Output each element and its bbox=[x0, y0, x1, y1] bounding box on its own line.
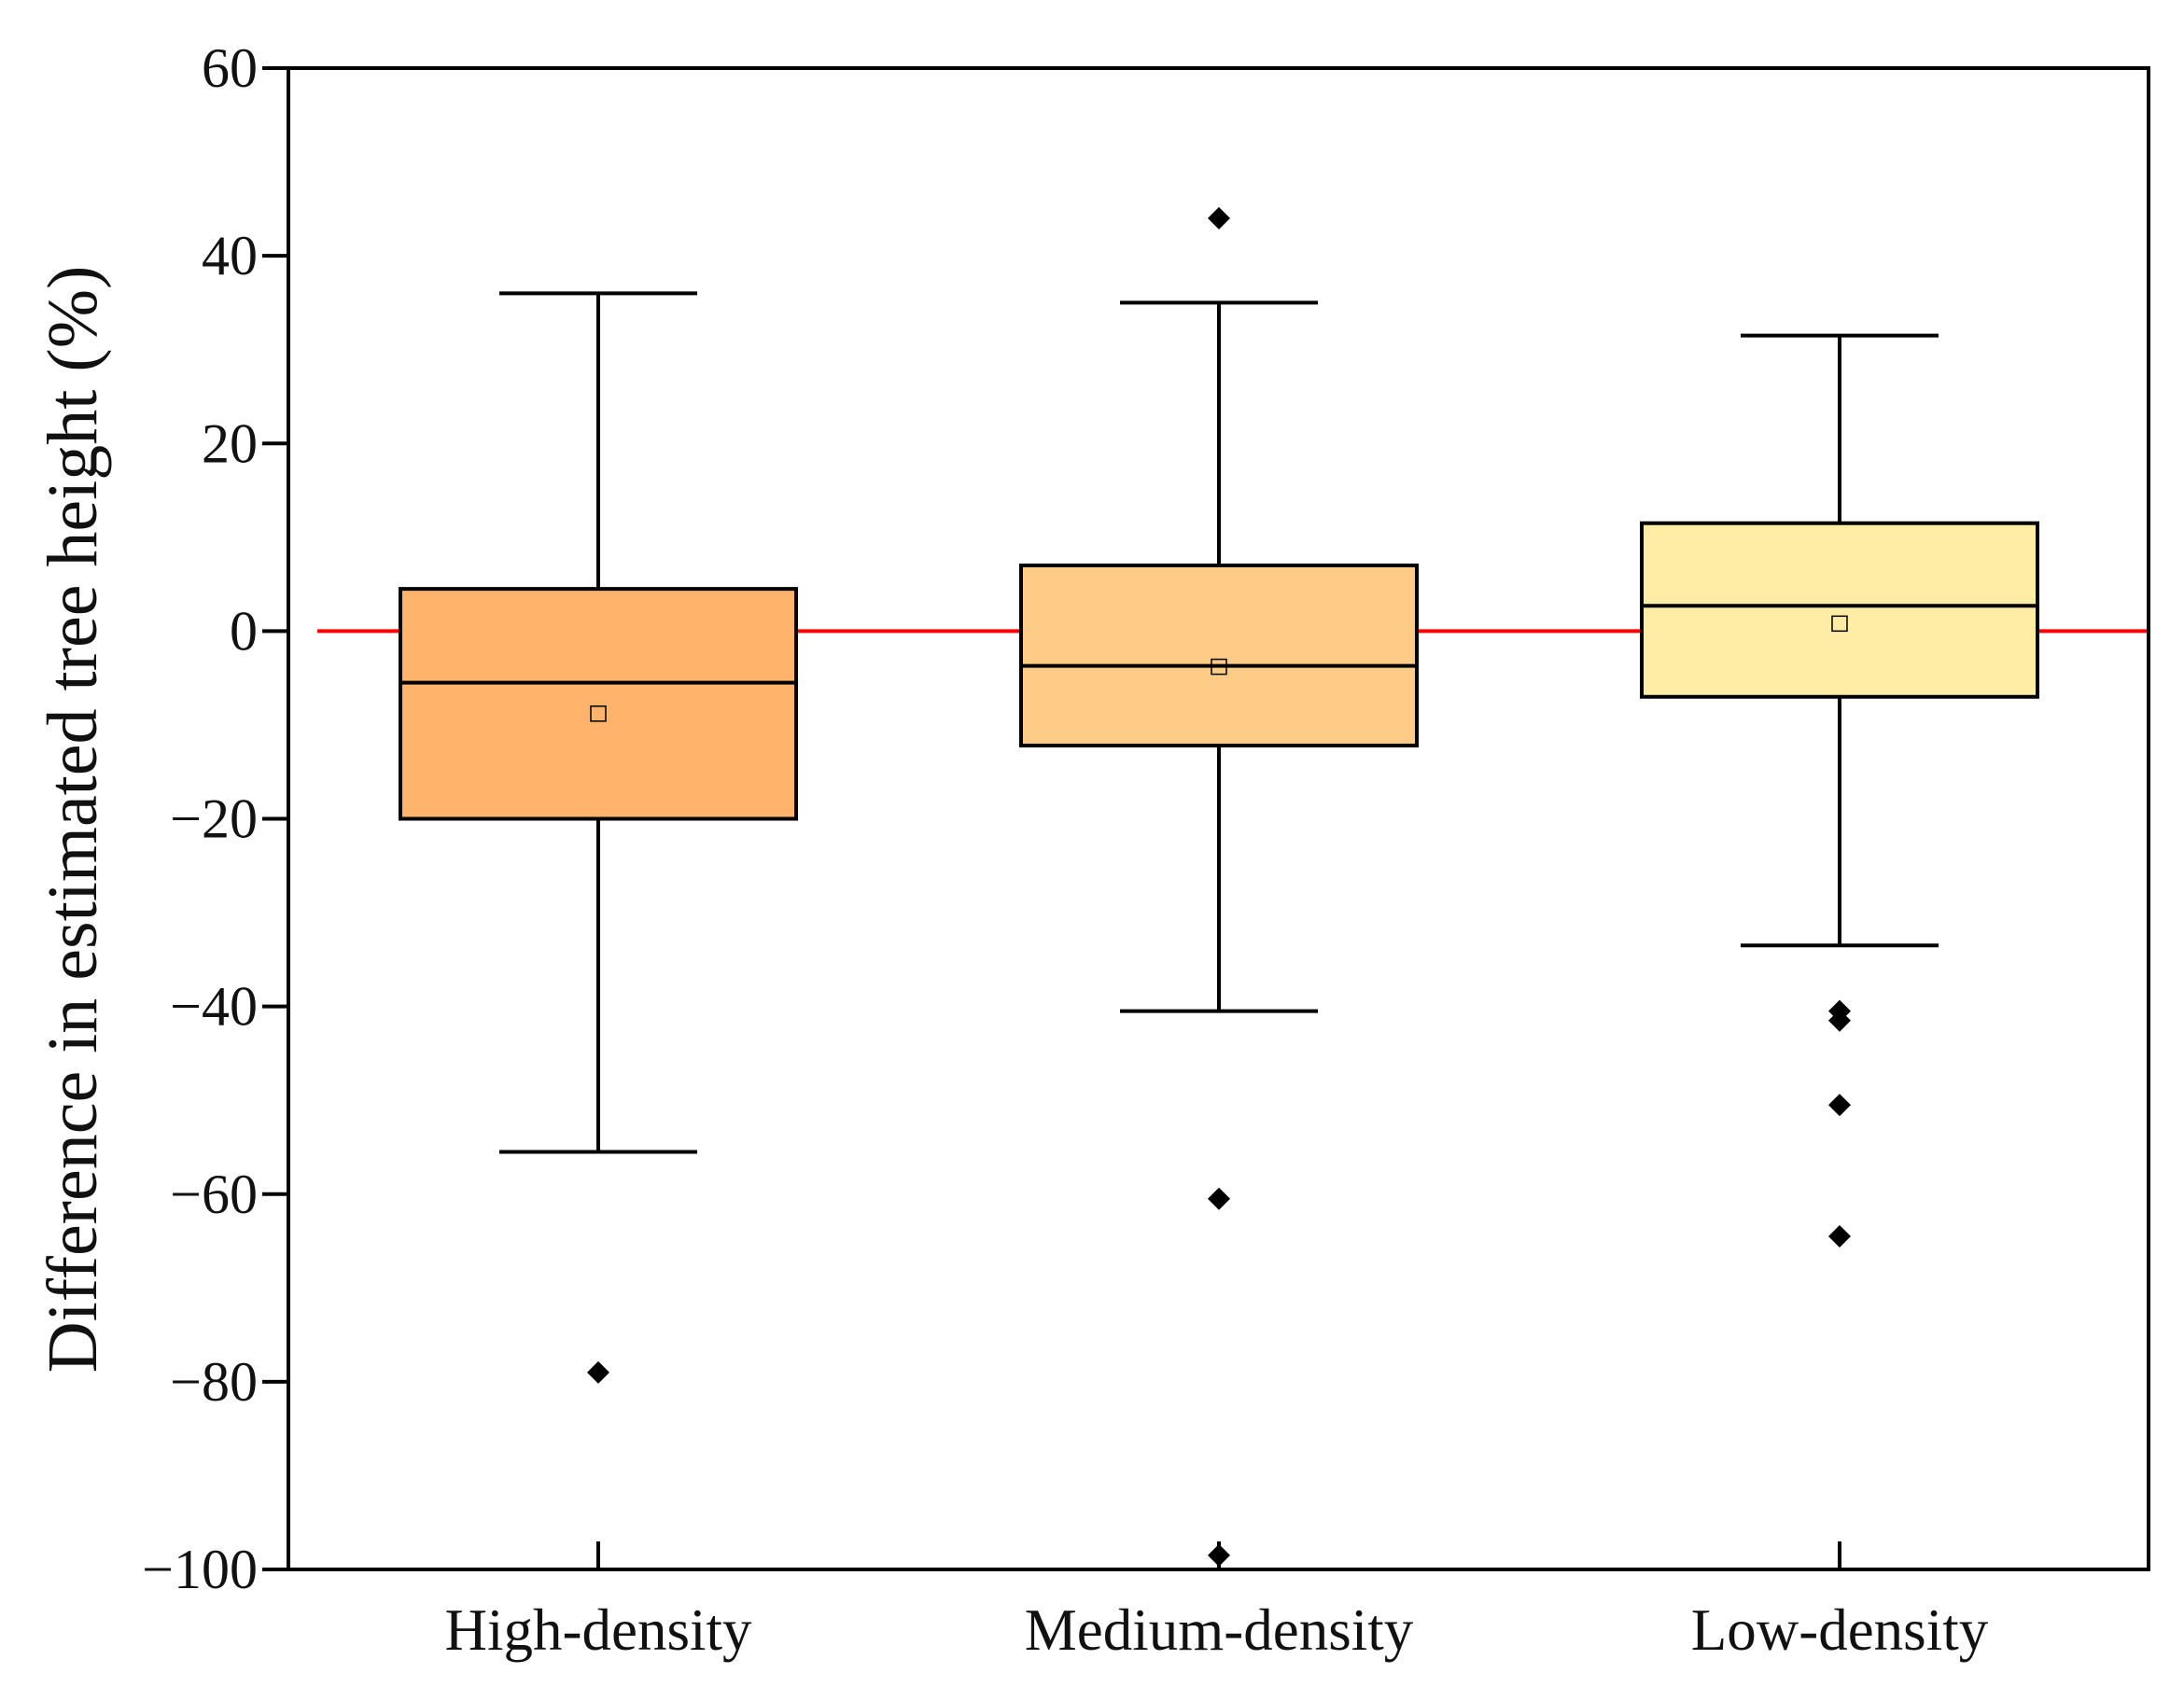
outlier-point bbox=[1828, 1009, 1851, 1032]
x-category-label: Low-density bbox=[1691, 1597, 1989, 1663]
outlier-point bbox=[587, 1360, 609, 1384]
y-tick-label: −100 bbox=[142, 1539, 258, 1600]
box-group bbox=[1019, 206, 1419, 1567]
mean-marker bbox=[1211, 658, 1227, 676]
y-tick-label: 40 bbox=[202, 225, 258, 286]
y-tick-label: −20 bbox=[170, 788, 258, 850]
y-tick-label: −80 bbox=[170, 1351, 258, 1413]
mean-marker bbox=[590, 705, 607, 722]
iqr-box bbox=[1019, 563, 1419, 748]
x-category-label: Medium-density bbox=[1025, 1597, 1414, 1663]
box-group bbox=[1640, 333, 2039, 1248]
outlier-point bbox=[1208, 1187, 1230, 1210]
x-category-label: High-density bbox=[445, 1597, 752, 1663]
iqr-box bbox=[399, 587, 798, 821]
y-tick-label: −60 bbox=[170, 1164, 258, 1225]
y-tick-label: 20 bbox=[202, 412, 258, 474]
boxes bbox=[399, 206, 2039, 1567]
y-tick-label: 0 bbox=[230, 600, 258, 662]
outlier-point bbox=[1828, 1094, 1851, 1117]
y-tick-label: 60 bbox=[202, 37, 258, 99]
y-tick-label: −40 bbox=[170, 976, 258, 1038]
x-axis-categories: High-density Medium-density Low-density bbox=[445, 1541, 1989, 1663]
mean-marker bbox=[1831, 615, 1848, 633]
y-axis-ticks: 60 40 20 0 −20 −40 −60 −80 −100 bbox=[142, 37, 288, 1600]
y-axis-title: Difference in estimated tree height (%) bbox=[34, 266, 112, 1373]
iqr-box bbox=[1640, 521, 2039, 699]
box-group bbox=[399, 291, 798, 1384]
outlier-point bbox=[1828, 1225, 1851, 1248]
outlier-point bbox=[1208, 206, 1230, 230]
